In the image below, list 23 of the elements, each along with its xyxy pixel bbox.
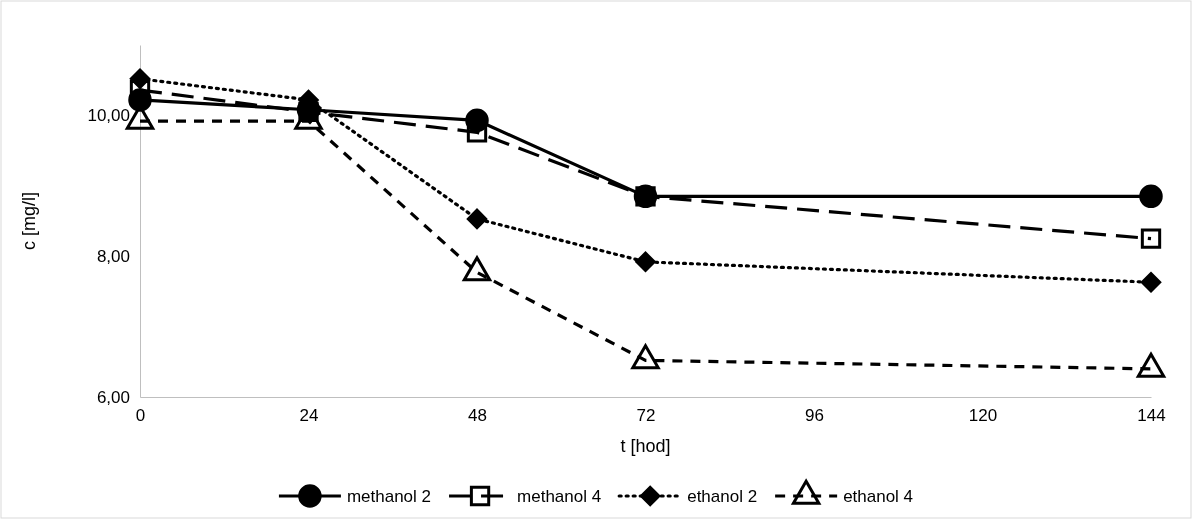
point [129, 68, 151, 89]
point [466, 208, 488, 230]
x-axis-title: t [hod] [620, 436, 671, 456]
legend-label: methanol 2 [346, 487, 432, 506]
y-tick-label: 8,00 [96, 247, 130, 267]
legend-label: methanol 4 [517, 487, 602, 506]
point [1140, 272, 1162, 293]
x-tick-label: 24 [299, 406, 319, 426]
x-tick-label: 120 [968, 406, 998, 426]
point [1139, 184, 1163, 209]
x-tick-label: 48 [468, 406, 487, 426]
legend-label: ethanol 4 [843, 487, 914, 506]
x-tick-label: 72 [636, 406, 656, 426]
y-axis-title: c [mg/l] [19, 191, 39, 251]
legend-label: ethanol 2 [687, 487, 758, 506]
y-tick-label: 6,00 [96, 387, 130, 407]
x-tick-label: 96 [805, 406, 824, 426]
point [1140, 228, 1162, 249]
y-tick-label: 10,00 [87, 106, 130, 126]
point [635, 251, 656, 272]
x-tick-label: 144 [1137, 406, 1166, 426]
x-tick-label: 0 [135, 406, 146, 426]
point [466, 122, 488, 143]
